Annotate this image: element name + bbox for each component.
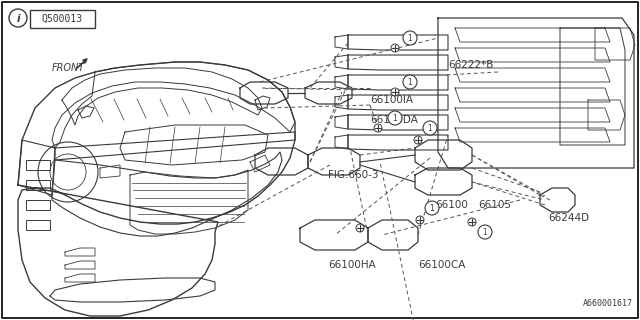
Circle shape (425, 201, 439, 215)
Circle shape (416, 216, 424, 224)
Circle shape (423, 121, 437, 135)
Text: 1: 1 (408, 34, 412, 43)
Circle shape (356, 224, 364, 232)
Bar (26, 220, 50, 230)
Text: i: i (16, 14, 20, 24)
Circle shape (414, 136, 422, 144)
Bar (26, 200, 50, 210)
Text: 66100IA: 66100IA (370, 95, 413, 105)
Bar (26, 160, 50, 170)
Text: 66105: 66105 (478, 200, 511, 210)
Circle shape (391, 44, 399, 52)
Bar (30, 10, 95, 28)
Text: 66222*B: 66222*B (448, 60, 493, 70)
Circle shape (388, 111, 402, 125)
Text: 1: 1 (408, 78, 412, 87)
Text: 66100DA: 66100DA (370, 115, 418, 125)
Text: 1: 1 (392, 114, 397, 123)
Text: 66100CA: 66100CA (418, 260, 465, 270)
Text: 66244D: 66244D (548, 213, 589, 223)
Circle shape (403, 75, 417, 89)
Bar (26, 180, 50, 190)
Circle shape (9, 9, 27, 27)
Text: Q500013: Q500013 (42, 14, 83, 24)
Circle shape (403, 31, 417, 45)
Circle shape (478, 225, 492, 239)
Text: 1: 1 (429, 204, 435, 213)
Text: 1: 1 (428, 124, 433, 133)
Circle shape (374, 124, 382, 132)
Text: FIG.660-3: FIG.660-3 (328, 170, 378, 180)
Text: 66100HA: 66100HA (328, 260, 376, 270)
Text: FRONT: FRONT (51, 63, 84, 73)
Circle shape (468, 218, 476, 226)
Text: 66100: 66100 (435, 200, 468, 210)
Circle shape (391, 88, 399, 96)
Text: 1: 1 (483, 228, 488, 237)
Text: A660001617: A660001617 (583, 299, 633, 308)
